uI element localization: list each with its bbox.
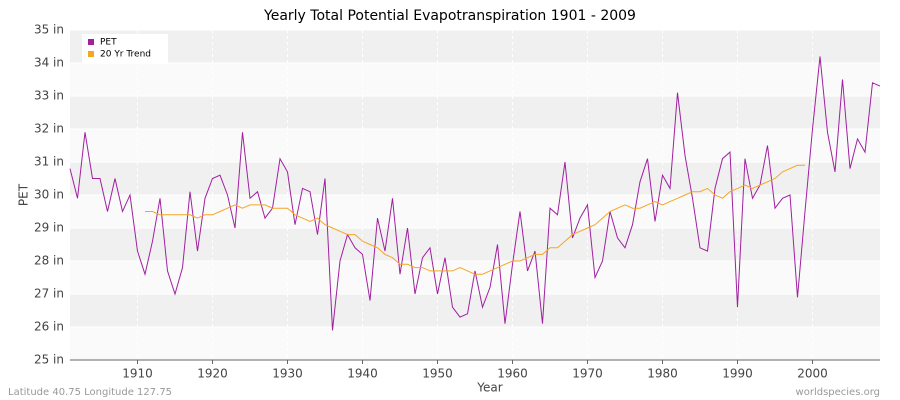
y-tick-label: 27 in	[34, 287, 64, 301]
x-tick-label: 1970	[572, 367, 603, 381]
y-tick-label: 34 in	[34, 56, 64, 70]
legend-swatch	[88, 51, 94, 57]
y-tick-label: 30 in	[34, 188, 64, 202]
legend-swatch	[88, 39, 94, 45]
x-axis-label: Year	[476, 381, 502, 395]
legend-label: PET	[100, 38, 117, 48]
legend-label: 20 Yr Trend	[100, 50, 151, 60]
grid-band	[70, 96, 880, 129]
grid-band	[70, 294, 880, 327]
x-tick-label: 1920	[197, 367, 228, 381]
x-tick-label: 2000	[797, 367, 828, 381]
footer-left: Latitude 40.75 Longitude 127.75	[8, 387, 172, 398]
grid-band	[70, 228, 880, 261]
x-tick-label: 1950	[422, 367, 453, 381]
grid-band	[70, 30, 880, 63]
series-line	[145, 164, 805, 275]
y-tick-label: 32 in	[34, 122, 64, 136]
y-tick-label: 35 in	[34, 23, 64, 37]
x-tick-label: 1960	[497, 367, 528, 381]
x-tick-label: 1910	[122, 367, 153, 381]
x-tick-label: 1980	[647, 367, 678, 381]
series-line	[69, 56, 881, 331]
x-tick-label: 1930	[272, 367, 303, 381]
footer-right: worldspecies.org	[796, 387, 880, 398]
x-tick-label: 1940	[347, 367, 378, 381]
grid-band	[70, 162, 880, 195]
x-tick-label: 1990	[722, 367, 753, 381]
y-tick-label: 31 in	[34, 155, 64, 169]
y-tick-label: 33 in	[34, 89, 64, 103]
y-tick-label: 28 in	[34, 254, 64, 268]
y-tick-label: 29 in	[34, 221, 64, 235]
y-tick-label: 26 in	[34, 320, 64, 334]
legend-box	[82, 34, 168, 64]
y-axis-label: PET	[17, 183, 31, 206]
y-tick-label: 25 in	[34, 353, 64, 367]
chart-title: Yearly Total Potential Evapotranspiratio…	[263, 8, 636, 24]
